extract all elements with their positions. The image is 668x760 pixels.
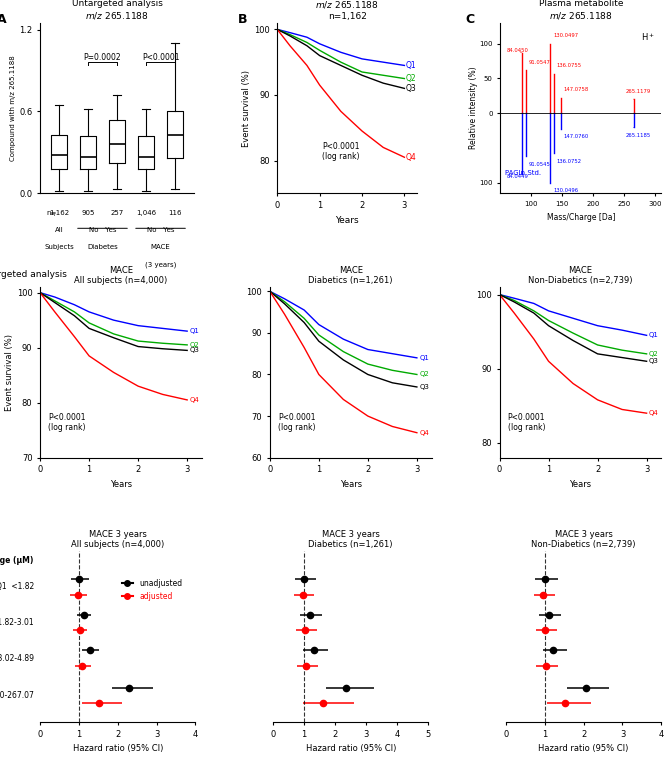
- Text: Q2: Q2: [649, 351, 659, 357]
- Text: 136.0752: 136.0752: [556, 159, 582, 163]
- Text: No   Yes: No Yes: [147, 227, 174, 233]
- Text: 1,162: 1,162: [49, 211, 69, 217]
- Text: Q3: Q3: [406, 84, 417, 93]
- Title: Untargeted analysis
$\it{m/z}$ 265.1188: Untargeted analysis $\it{m/z}$ 265.1188: [71, 0, 162, 21]
- Text: Q3  3.02-4.89: Q3 3.02-4.89: [0, 654, 34, 663]
- Text: P<0.0001
(log rank): P<0.0001 (log rank): [508, 413, 545, 432]
- Text: Q2  1.82-3.01: Q2 1.82-3.01: [0, 618, 34, 627]
- Text: 257: 257: [110, 211, 124, 217]
- Title: MACE 3 years
Non-Diabetics (n=2,739): MACE 3 years Non-Diabetics (n=2,739): [532, 530, 636, 549]
- Text: Q1: Q1: [420, 355, 430, 361]
- Text: 265.1179: 265.1179: [625, 89, 651, 100]
- Text: 84.0450: 84.0450: [506, 48, 528, 52]
- Title: MACE
All subjects (n=4,000): MACE All subjects (n=4,000): [74, 265, 168, 285]
- Text: P<0.0001: P<0.0001: [142, 52, 179, 62]
- Text: 130.0496: 130.0496: [553, 188, 578, 194]
- Text: 147.0758: 147.0758: [564, 87, 589, 93]
- Text: 91.0545: 91.0545: [529, 162, 551, 167]
- Text: 116: 116: [168, 211, 182, 217]
- Title: MACE 3 years
All subjects (n=4,000): MACE 3 years All subjects (n=4,000): [71, 530, 164, 549]
- Text: A: A: [0, 13, 7, 26]
- Text: Q1: Q1: [406, 61, 417, 70]
- Text: B: B: [238, 13, 248, 26]
- X-axis label: Hazard ratio (95% CI): Hazard ratio (95% CI): [73, 744, 163, 753]
- Text: Q1: Q1: [649, 332, 659, 338]
- Text: All: All: [55, 227, 63, 233]
- Y-axis label: Event survival (%): Event survival (%): [242, 70, 251, 147]
- Text: Q4: Q4: [420, 429, 429, 435]
- Text: Range (μM): Range (μM): [0, 556, 34, 565]
- X-axis label: Years: Years: [110, 480, 132, 489]
- Text: Q2: Q2: [190, 342, 199, 348]
- Text: n=: n=: [46, 211, 57, 217]
- Text: P<0.0001
(log rank): P<0.0001 (log rank): [278, 413, 315, 432]
- Title: MACE 3 years
Diabetics (n=1,261): MACE 3 years Diabetics (n=1,261): [309, 530, 393, 549]
- Text: 147.0760: 147.0760: [564, 135, 589, 139]
- Text: Q4: Q4: [190, 397, 199, 403]
- Title: MACE
Diabetics (n=1,261): MACE Diabetics (n=1,261): [309, 265, 393, 285]
- Text: Q3: Q3: [420, 384, 430, 390]
- Text: C: C: [465, 13, 474, 26]
- Text: Q3: Q3: [190, 347, 200, 353]
- Text: 130.0497: 130.0497: [553, 33, 578, 38]
- Text: No   Yes: No Yes: [89, 227, 116, 233]
- Text: MACE: MACE: [151, 245, 170, 251]
- Text: Q2: Q2: [406, 74, 417, 83]
- X-axis label: Mass/Charge [Da]: Mass/Charge [Da]: [546, 213, 615, 221]
- Text: Q3: Q3: [649, 358, 659, 364]
- Title: Plasma metabolite
$\it{m/z}$ 265.1188: Plasma metabolite $\it{m/z}$ 265.1188: [538, 0, 623, 21]
- X-axis label: Years: Years: [569, 480, 591, 489]
- Text: 905: 905: [81, 211, 95, 217]
- X-axis label: Years: Years: [339, 480, 362, 489]
- Y-axis label: Event survival (%): Event survival (%): [5, 334, 14, 411]
- Text: Q2: Q2: [420, 372, 429, 378]
- Text: 136.0755: 136.0755: [556, 63, 582, 68]
- Text: P<0.0001
(log rank): P<0.0001 (log rank): [48, 413, 86, 432]
- Text: 91.0547: 91.0547: [529, 59, 551, 65]
- Text: Q4: Q4: [406, 153, 417, 162]
- Text: PAGln Std.: PAGln Std.: [506, 170, 542, 176]
- Y-axis label: Compound with m/z 265.1188: Compound with m/z 265.1188: [11, 55, 17, 161]
- Text: Q4  4.90-267.07: Q4 4.90-267.07: [0, 691, 34, 700]
- X-axis label: Years: Years: [335, 216, 359, 224]
- Text: 84.0449: 84.0449: [506, 174, 528, 179]
- Text: Q1: Q1: [190, 328, 200, 334]
- Text: Diabetes: Diabetes: [87, 245, 118, 251]
- Text: 1,046: 1,046: [136, 211, 156, 217]
- Text: 265.1185: 265.1185: [625, 127, 651, 138]
- Text: Subjects: Subjects: [44, 245, 74, 251]
- Y-axis label: Relative intensity (%): Relative intensity (%): [469, 67, 478, 150]
- Text: (3 years): (3 years): [145, 261, 176, 268]
- Text: Q1  <1.82: Q1 <1.82: [0, 582, 34, 591]
- Text: P=0.0002: P=0.0002: [84, 52, 122, 62]
- Title: MACE
$\it{m/z}$ 265.1188
n=1,162: MACE $\it{m/z}$ 265.1188 n=1,162: [315, 0, 379, 21]
- Text: Q4: Q4: [649, 410, 659, 416]
- Text: P<0.0001
(log rank): P<0.0001 (log rank): [322, 142, 359, 161]
- X-axis label: Hazard ratio (95% CI): Hazard ratio (95% CI): [305, 744, 396, 753]
- Text: H$^+$: H$^+$: [641, 31, 655, 43]
- Title: MACE
Non-Diabetics (n=2,739): MACE Non-Diabetics (n=2,739): [528, 265, 633, 285]
- Legend: unadjusted, adjusted: unadjusted, adjusted: [118, 576, 185, 603]
- X-axis label: Hazard ratio (95% CI): Hazard ratio (95% CI): [538, 744, 629, 753]
- Text: Targeted analysis: Targeted analysis: [0, 270, 67, 279]
